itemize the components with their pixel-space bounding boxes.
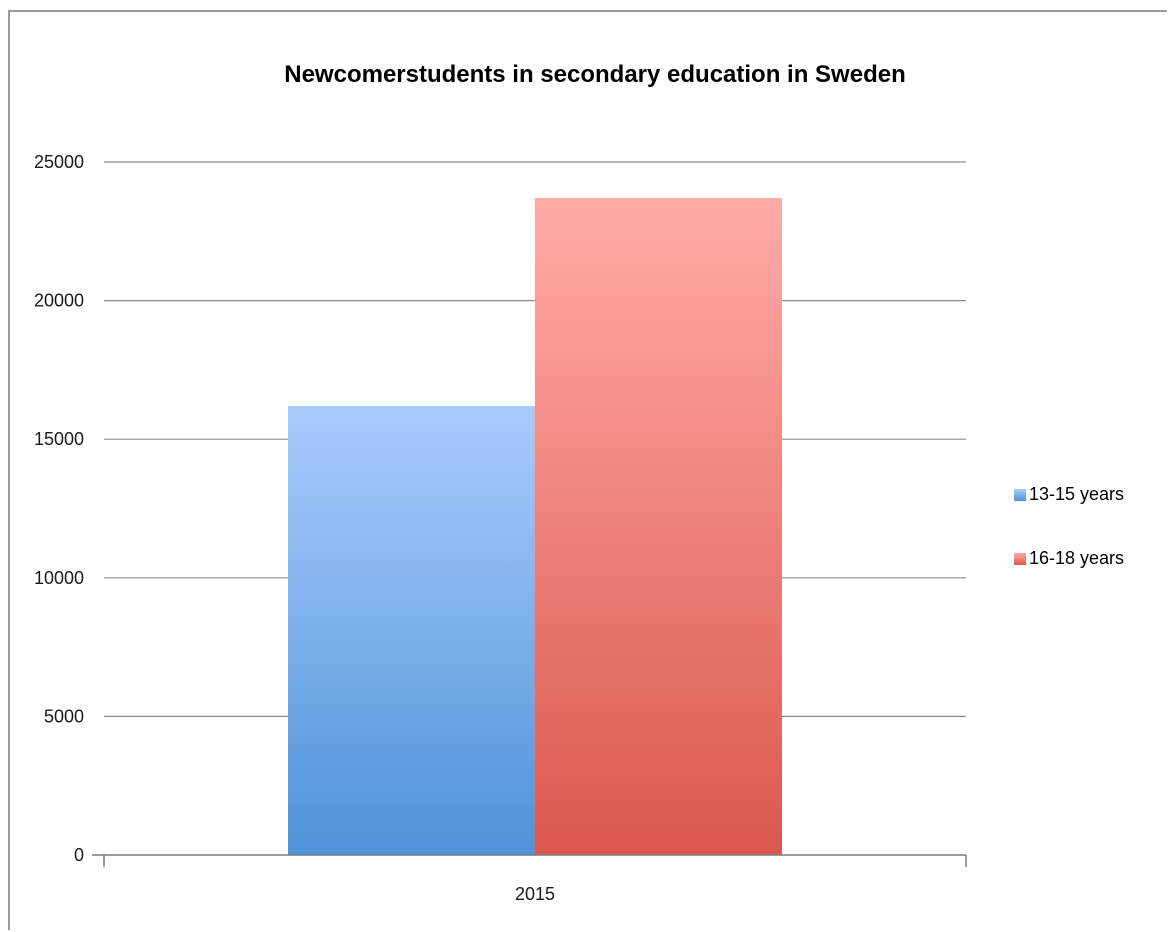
y-tick-label: 0 — [74, 845, 84, 865]
legend: 13-15 years 16-18 years — [1014, 484, 1124, 568]
y-tick-label: 5000 — [44, 706, 84, 726]
y-axis-ticks: 0 5000 10000 15000 20000 25000 — [34, 152, 84, 865]
bars — [288, 198, 782, 855]
y-tick-label: 20000 — [34, 291, 84, 311]
legend-label: 13-15 years — [1029, 484, 1124, 504]
legend-swatch — [1014, 489, 1026, 501]
bar-16-18-years — [535, 198, 782, 855]
y-tick-label: 10000 — [34, 568, 84, 588]
y-tick-label: 15000 — [34, 429, 84, 449]
x-tick-label: 2015 — [515, 884, 555, 904]
y-tick-label: 25000 — [34, 152, 84, 172]
x-axis: 2015 — [92, 854, 967, 904]
legend-swatch — [1014, 553, 1026, 565]
legend-label: 16-18 years — [1029, 548, 1124, 568]
bar-13-15-years — [288, 405, 535, 855]
chart-title: Newcomerstudents in secondary education … — [284, 61, 905, 88]
